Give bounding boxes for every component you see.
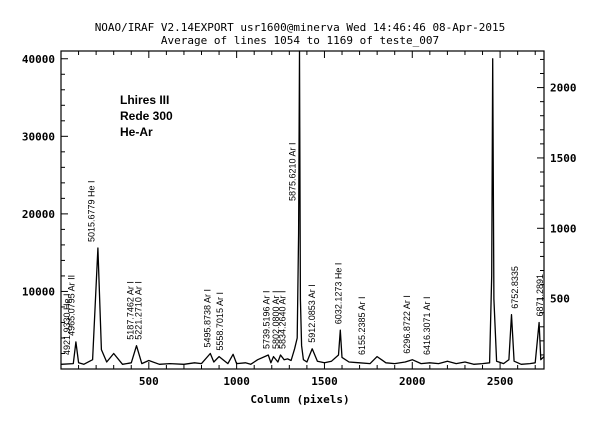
line-label: 6416.3071 Ar I xyxy=(422,296,432,355)
line-label: 5015.6779 He I xyxy=(87,180,97,242)
x-tick-label: 2500 xyxy=(487,375,514,388)
line-label: 5739.5196 Ar I xyxy=(262,290,272,349)
x-tick-labels: 500 1000 1500 2000 2500 xyxy=(139,375,513,388)
y-tick-label: 30000 xyxy=(22,130,55,143)
y-tick-label: 40000 xyxy=(22,53,55,66)
axis-ticks xyxy=(61,51,544,369)
line-label: 5834.2640 Ar I xyxy=(278,290,288,349)
annotation-line-3: He-Ar xyxy=(120,125,153,139)
line-label: 6752.8335 xyxy=(510,266,520,309)
line-label: 5495.8738 Ar I xyxy=(203,289,213,348)
annotation-block: Lhires III Rede 300 He-Ar xyxy=(120,93,173,139)
chart-header: NOAO/IRAF V2.14EXPORT usr1600@minerva We… xyxy=(95,21,506,34)
annotation-line-1: Lhires III xyxy=(120,93,169,107)
x-axis-label: Column (pixels) xyxy=(250,393,349,406)
y-right-tick-label: 1500 xyxy=(550,152,577,165)
y-right-tick-label: 1000 xyxy=(550,222,577,235)
line-label: 6032.1273 He I xyxy=(334,263,344,325)
line-label: 5221.2710 Ar I xyxy=(133,281,143,340)
x-tick-label: 1500 xyxy=(311,375,338,388)
x-tick-label: 500 xyxy=(139,375,159,388)
line-label: 5912.0853 Ar I xyxy=(307,284,317,343)
line-label: 5558.7015 Ar I xyxy=(215,292,225,351)
y-tick-labels: 10000 20000 30000 40000 xyxy=(22,53,55,299)
plot-frame xyxy=(60,50,545,370)
line-label: 6296.8722 Ar I xyxy=(402,295,412,354)
line-label: 4921.9330 He I xyxy=(62,293,72,355)
y-right-tick-labels: 500 1000 1500 2000 xyxy=(550,82,577,306)
line-label: 6155.2385 Ar I xyxy=(357,296,367,355)
line-label: 4965.0795 Ar II xyxy=(67,275,77,336)
y-right-tick-label: 2000 xyxy=(550,82,577,95)
x-tick-label: 2000 xyxy=(399,375,426,388)
spectrum-series-line xyxy=(60,50,545,365)
y-tick-label: 20000 xyxy=(22,208,55,221)
line-label: 6871.2891 xyxy=(535,274,545,317)
line-label: 5802.0800 Ar I xyxy=(271,290,281,349)
annotation-line-2: Rede 300 xyxy=(120,109,173,123)
line-label: 5187.7462 Ar I xyxy=(125,281,135,340)
y-tick-label: 10000 xyxy=(22,285,55,298)
chart-title: Average of lines 1054 to 1169 of teste_0… xyxy=(161,34,439,47)
y-right-tick-label: 500 xyxy=(550,293,570,306)
line-label: 5875.6210 Ar I xyxy=(288,142,298,201)
x-tick-label: 1000 xyxy=(223,375,250,388)
